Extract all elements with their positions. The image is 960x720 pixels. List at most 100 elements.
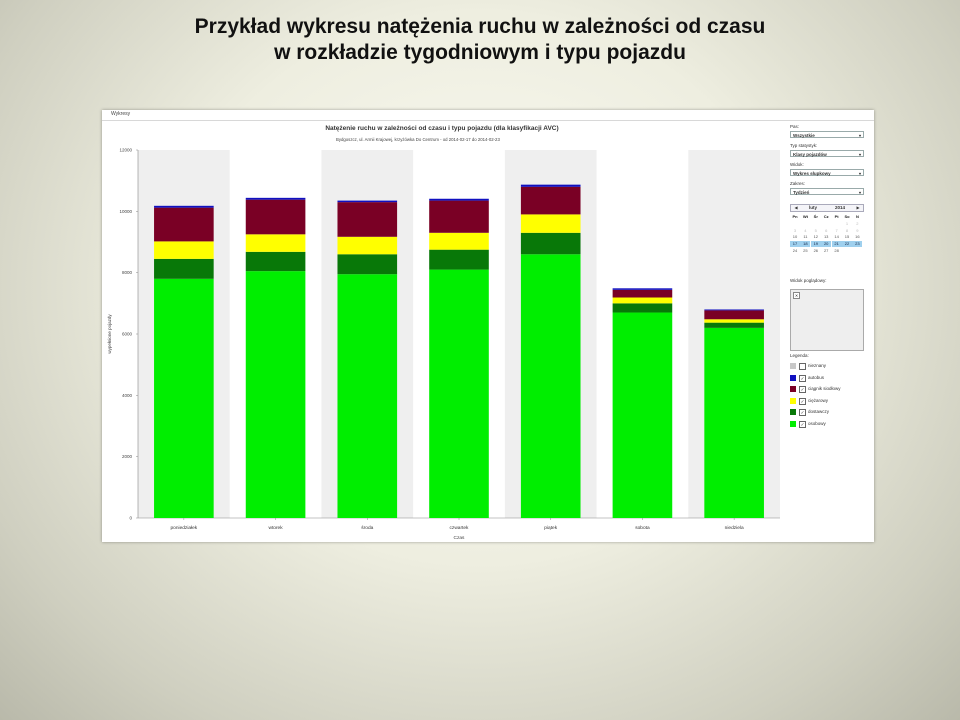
calendar-prev-icon[interactable]: ◀ <box>794 205 798 210</box>
calendar-weekday: N <box>855 214 859 219</box>
bar-segment-autobus <box>520 184 581 187</box>
bar-segment-osobowy <box>154 278 214 518</box>
bar-segment-dostawczy <box>429 249 489 270</box>
chevron-down-icon: ▾ <box>858 133 861 138</box>
x-tick-label: czwartek <box>450 525 470 531</box>
calendar-day[interactable]: 16 <box>855 234 860 240</box>
x-tick-label: niedziela <box>725 525 744 531</box>
calendar-day[interactable]: 10 <box>792 234 798 240</box>
bar-segment-osobowy <box>612 312 673 518</box>
calendar-day[interactable]: 17 <box>790 241 800 248</box>
calendar-day[interactable]: 3 <box>793 227 797 233</box>
y-tick-label: 6000 <box>122 332 133 337</box>
bar-segment-ciężarowy <box>429 232 489 250</box>
slide-title: Przykład wykresu natężenia ruchu w zależ… <box>0 14 960 66</box>
bar-segment-osobowy <box>337 274 398 518</box>
bar-segment-osobowy <box>704 327 764 518</box>
legend-item: ✓ ciężarowy <box>790 397 868 406</box>
preview-label: Widok poglądowy: <box>790 278 827 283</box>
chevron-down-icon: ▾ <box>858 190 861 195</box>
legend-swatch <box>790 420 796 427</box>
legend-label: nieznany <box>808 363 827 368</box>
calendar-day[interactable]: 18 <box>800 241 811 248</box>
pas-select[interactable]: Wszystkie ▾ <box>790 131 864 138</box>
y-tick-label: 8000 <box>122 270 133 275</box>
typ-select[interactable]: Klasy pojazdów ▾ <box>790 150 864 157</box>
bar-segment-ciągnik-siodłowy <box>520 186 581 215</box>
legend-checkbox[interactable]: ✓ <box>799 386 806 393</box>
legend-swatch <box>790 397 796 404</box>
calendar-day[interactable]: 25 <box>803 248 808 253</box>
calendar-day[interactable]: 12 <box>813 234 819 240</box>
calendar-day[interactable]: 11 <box>803 234 808 240</box>
calendar-day <box>790 221 800 227</box>
filter-sidebar: Pas: Wszystkie ▾ Typ statystyk: Klasy po… <box>786 122 868 428</box>
typ-select-value: Klasy pojazdów <box>793 152 827 157</box>
calendar-day[interactable]: 23 <box>852 241 863 248</box>
image-placeholder-icon: ✕ <box>793 292 800 299</box>
legend-item: ✓ autobus <box>790 374 868 383</box>
x-axis-label: Czas <box>454 535 466 541</box>
zakres-select[interactable]: Tydzień ▾ <box>790 188 864 195</box>
chart-title: Natężenie ruchu w zależności od czasu i … <box>325 125 558 132</box>
calendar-day[interactable]: 13 <box>823 234 829 240</box>
legend-label: ciągnik siodłowy <box>808 386 841 391</box>
calendar-year[interactable]: 2014 <box>835 205 846 210</box>
legend-checkbox[interactable] <box>799 363 806 370</box>
bar-segment-autobus <box>245 197 306 200</box>
slide-title-line2: w rozkładzie tygodniowym i typu pojazdu <box>274 41 686 64</box>
calendar-day[interactable]: 1 <box>845 220 849 226</box>
x-tick-label: poniedziałek <box>171 525 198 531</box>
calendar-day[interactable]: 14 <box>834 234 839 240</box>
calendar-next-icon[interactable]: ▶ <box>856 205 860 210</box>
legend-label: osobowy <box>808 420 826 426</box>
calendar-day[interactable]: 2 <box>856 220 859 226</box>
calendar-day[interactable]: 22 <box>842 241 852 248</box>
legend-swatch <box>790 409 796 415</box>
calendar-day[interactable]: 15 <box>844 234 850 240</box>
legend-checkbox[interactable]: ✓ <box>799 420 806 428</box>
y-tick-label: 12000 <box>119 148 132 153</box>
calendar-day[interactable]: 24 <box>792 248 798 253</box>
legend-item: ✓ ciągnik siodłowy <box>790 385 868 394</box>
y-tick-label: 2000 <box>122 454 133 459</box>
widok-label: Widok: <box>790 162 804 167</box>
calendar-day[interactable]: 28 <box>834 248 839 253</box>
bar-segment-ciągnik-siodłowy <box>337 202 398 237</box>
legend-label: ciężarowy <box>808 397 829 403</box>
legend-label: autobus <box>808 374 825 380</box>
calendar-day[interactable]: 26 <box>813 248 819 253</box>
typ-label: Typ statystyk: <box>790 143 818 148</box>
bar-segment-autobus <box>337 200 398 203</box>
tab-wykresy[interactable]: Wykresy <box>111 111 131 117</box>
calendar-day[interactable]: 21 <box>831 241 842 248</box>
bar-segment-ciągnik-siodłowy <box>704 310 764 320</box>
bar-segment-dostawczy <box>704 322 764 328</box>
bar-segment-ciągnik-siodłowy <box>612 289 673 298</box>
stacked-bar-chart: Natężenie ruchu w zależności od czasu i … <box>107 125 780 541</box>
widok-select[interactable]: Wykres słupkowy ▾ <box>790 169 864 176</box>
legend-item: ✓ osobowy <box>790 420 868 429</box>
calendar-day[interactable]: 27 <box>823 248 829 253</box>
legend-checkbox[interactable]: ✓ <box>799 374 806 382</box>
calendar-month[interactable]: luty <box>809 205 818 210</box>
calendar-day[interactable]: 4 <box>804 227 807 233</box>
calendar-day[interactable]: 19 <box>810 241 821 248</box>
calendar-day[interactable]: 6 <box>825 227 828 233</box>
legend-label: Legenda: <box>790 353 809 358</box>
y-tick-label: 10000 <box>119 209 132 214</box>
bar-segment-ciężarowy <box>154 241 214 259</box>
calendar-day[interactable]: 20 <box>821 241 832 248</box>
calendar-day[interactable]: 9 <box>856 227 859 233</box>
legend-checkbox[interactable]: ✓ <box>799 409 806 416</box>
widok-select-value: Wykres słupkowy <box>793 171 831 176</box>
calendar-day[interactable]: 8 <box>845 227 849 233</box>
x-tick-label: piątek <box>544 525 557 531</box>
bar-segment-dostawczy <box>520 232 581 255</box>
bar-segment-dostawczy <box>245 251 306 272</box>
calendar-day <box>811 221 821 227</box>
calendar-day[interactable]: 7 <box>835 227 838 233</box>
y-tick-label: 0 <box>129 516 132 521</box>
legend-checkbox[interactable]: ✓ <box>799 397 806 405</box>
calendar-day[interactable]: 5 <box>814 227 817 233</box>
